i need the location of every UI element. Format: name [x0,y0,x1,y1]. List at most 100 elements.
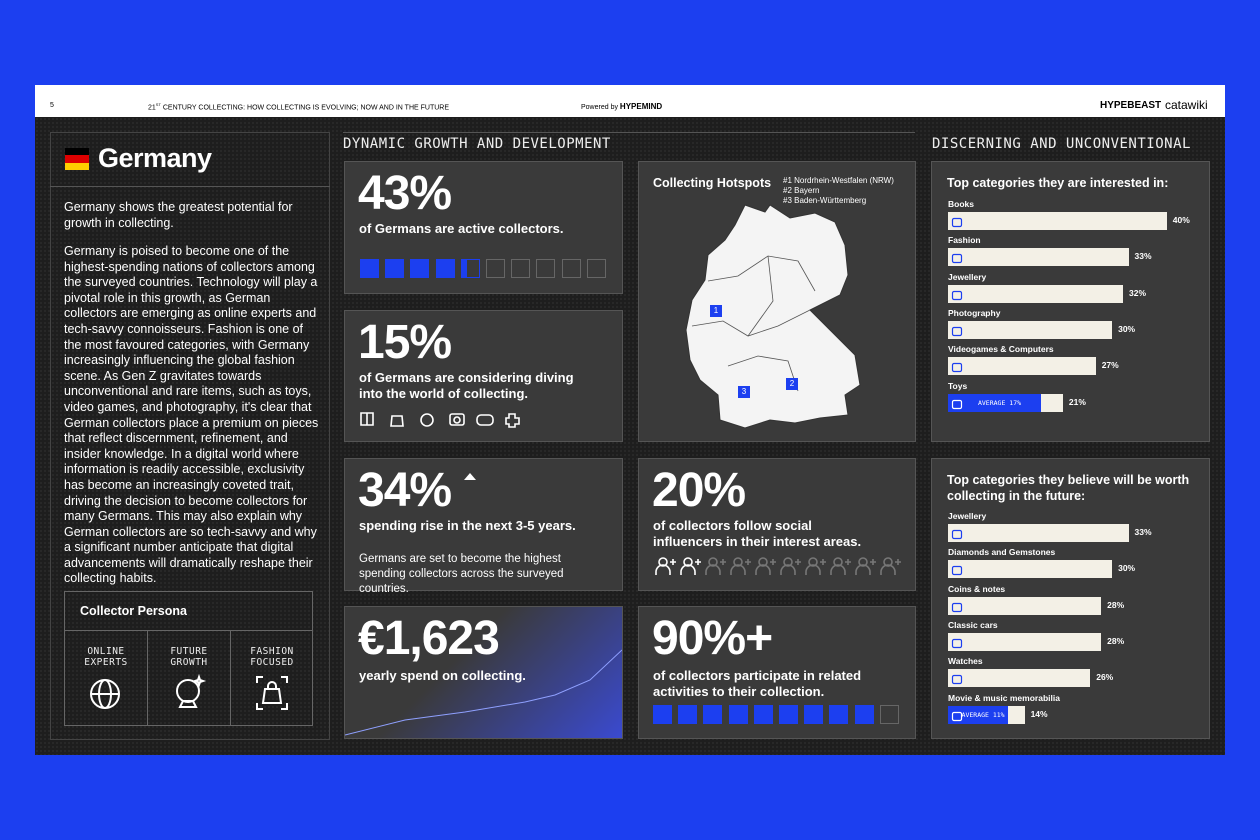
progress-square [586,259,606,278]
divider [50,186,330,187]
region: #2 Bayern [783,186,820,195]
person-icon [780,556,802,576]
globe-icon [90,679,120,709]
stat-value: 20% [652,464,746,517]
powered-by: Powered by [581,104,618,111]
category-label: Diamonds and Gemstones [948,547,1056,558]
progress-square [779,705,798,724]
stat-text: of Germans are considering diving into t… [359,370,574,401]
map-marker: 2 [786,378,798,390]
chart-title: Top categories they are interested in: [947,176,1169,190]
progress-square [653,705,672,724]
bar [948,212,1167,230]
value-label: 28% [1107,635,1125,646]
person-icon [730,556,752,576]
category-label: Movie & music memorabilia [948,692,1060,703]
section-title: DYNAMIC GROWTH AND DEVELOPMENT [343,136,611,152]
person-icon [830,556,852,576]
body-text: Germany is poised to become one of the h… [64,244,319,586]
persona-trait: FUTURE GROWTH [170,646,208,668]
category-label: Toys [948,380,968,391]
map-marker: 3 [738,386,750,398]
bar [948,320,1113,339]
header-bar [35,85,1225,117]
brand: HYPEBEAST [1100,100,1162,111]
category-icon [951,527,963,540]
progress-square [385,259,405,278]
progress-square [460,259,480,278]
map-marker: 1 [710,305,722,317]
category-icons [360,412,520,428]
section-title: DISCERNING AND UNCONVENTIONAL [932,136,1191,152]
bar [948,248,1129,267]
person-icon [755,556,777,576]
report-title: 21ST CENTURY COLLECTING: HOW COLLECTING … [148,102,449,111]
bar [948,596,1102,615]
up-arrow [464,473,476,480]
divider [147,630,148,726]
country: Germany [98,143,212,173]
category-label: Coins & notes [948,583,1006,594]
progress-square [804,705,824,724]
stat-value: 34% [358,464,452,517]
value-label: 14% [1030,708,1048,719]
bar [948,560,1113,579]
stat-text: spending rise in the next 3-5 years. [359,518,576,533]
value-label: 30% [1118,563,1136,574]
stat-value: €1,623 [358,612,500,665]
value-label: 40% [1172,215,1190,225]
category-icon [951,360,963,373]
bag-icon [256,676,288,710]
title-number: 21 [148,104,156,112]
title-sup: ST [155,102,161,107]
value-label: 33% [1134,251,1152,262]
category-label: Classic cars [948,619,998,630]
persona-box [64,591,313,726]
category-label: Watches [948,656,983,667]
value-label: 21% [1068,396,1086,407]
stat-value: 90%+ [652,612,773,665]
person-icon [705,556,727,576]
flag [65,148,89,170]
category-label: Jewellery [948,271,987,282]
intro: Germany shows the greatest potential for… [64,200,293,230]
germany-map [685,204,861,429]
stat-card [344,606,623,739]
progress-square [410,259,430,278]
category-icon [951,672,963,685]
category-label: Photography [948,307,1001,318]
value-label: 32% [1129,287,1147,298]
progress-square [536,259,556,278]
stat-card [344,458,623,591]
progress-square [678,705,698,724]
stat-value: 43% [358,167,452,220]
value-label: 28% [1107,599,1125,610]
value-label: 33% [1134,527,1152,537]
persona-title: Collector Persona [80,604,187,618]
category-icon [951,600,963,612]
progress-square [511,259,531,278]
progress-square [360,259,379,278]
average-label: AVERAGE 11% [961,710,1005,719]
stat-note: Germans are set to become the highest sp… [359,553,564,595]
profile-panel [50,132,330,740]
category-label: Books [948,199,974,209]
progress-square [435,259,455,278]
category-icon [951,563,963,576]
persona-trait: ONLINE EXPERTS [84,646,128,668]
divider [64,630,313,631]
category-icon [951,636,963,648]
divider [230,630,231,726]
map-title: Collecting Hotspots [653,176,772,190]
category-icon [951,251,963,264]
category-label: Fashion [948,235,981,246]
value-label: 27% [1101,360,1119,371]
progress-square [829,705,849,724]
bar [948,524,1129,542]
page-number: 5 [50,102,54,109]
bar [948,284,1124,303]
bar [948,669,1091,688]
bar [948,632,1102,651]
person-icon [855,556,877,576]
progress-square [879,705,899,724]
